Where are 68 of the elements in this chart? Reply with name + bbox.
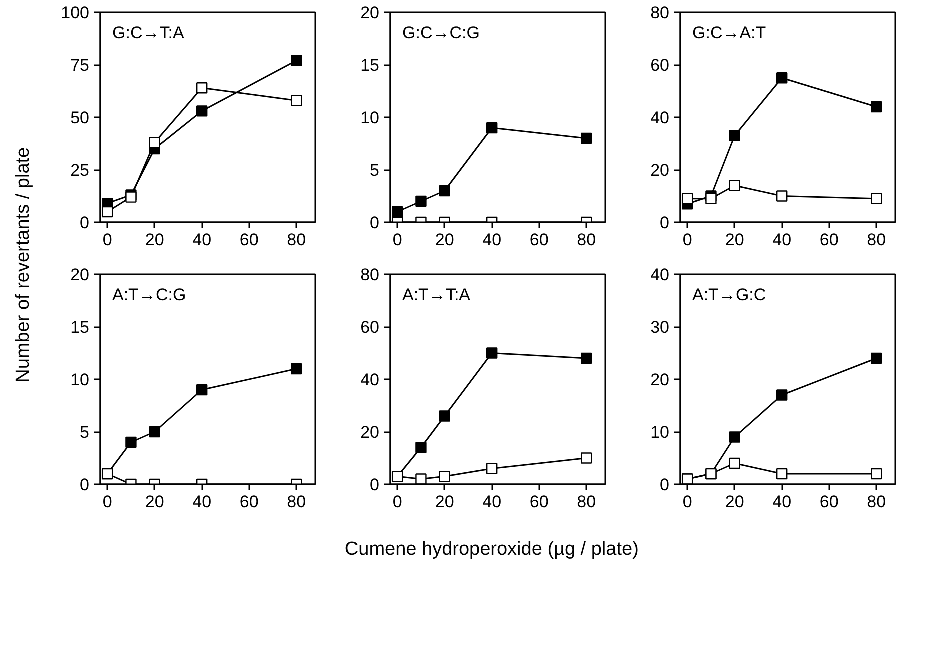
x-tick-label: 20 [435,230,454,250]
text: A:T→G:C [692,286,766,304]
x-tick-label: 80 [577,230,596,250]
x-tick-label: 0 [392,230,402,250]
x-tick-label: 0 [392,492,402,512]
y-tick-label: 100 [61,4,90,22]
y-tick-label: 0 [80,214,90,232]
x-tick-label: 60 [820,230,839,250]
y-tick-label: 60 [650,56,670,75]
y-tick-label: 10 [360,108,380,128]
x-tick-label: 60 [530,230,549,250]
y-tick-label: 75 [70,56,90,75]
y-tick-label: 40 [650,108,670,128]
x-tick-label: 0 [682,230,692,250]
y-tick-label: 15 [70,318,90,337]
y-tick-label: 20 [650,161,670,180]
x-tick-label: 60 [240,230,259,250]
x-tick-label: 0 [102,492,112,512]
text: G:C→T:A [112,24,185,42]
x-tick-label: 40 [772,230,792,250]
y-tick-label: 40 [360,370,380,390]
y-tick-label: 0 [370,476,380,494]
y-tick-label: 0 [660,476,670,494]
x-tick-label: 0 [102,230,112,250]
y-tick-label: 10 [70,370,90,390]
y-tick-label: 80 [650,4,670,22]
x-tick-label: 40 [192,492,212,512]
y-tick-label: 0 [660,214,670,232]
y-tick-label: 10 [650,423,670,442]
x-axis-title: Cumene hydroperoxide (µg / plate) [344,539,639,560]
y-tick-label: 20 [650,370,670,390]
y-tick-label: 0 [80,476,90,494]
y-tick-label: 0 [370,214,380,232]
x-tick-label: 40 [482,492,502,512]
text: A:T→T:A [402,286,472,304]
x-tick-label: 80 [577,492,596,512]
x-tick-label: 80 [867,230,886,250]
text: G:C→C:G [402,24,480,42]
x-tick-label: 80 [287,230,306,250]
x-tick-label: 20 [725,230,744,250]
y-tick-label: 60 [360,318,380,337]
x-tick-label: 60 [530,492,549,512]
x-tick-label: 60 [240,492,259,512]
text: A:T→C:G [112,286,186,304]
y-tick-label: 20 [360,4,380,22]
y-tick-label: 25 [70,161,90,180]
x-tick-label: 80 [867,492,886,512]
x-tick-label: 40 [482,230,502,250]
x-tick-label: 40 [772,492,792,512]
y-tick-label: 50 [70,108,90,128]
x-tick-label: 40 [192,230,212,250]
y-tick-label: 5 [370,161,380,180]
y-tick-label: 20 [70,266,90,284]
y-tick-label: 80 [360,266,380,284]
y-tick-label: 20 [360,423,380,442]
y-tick-label: 15 [360,56,380,75]
x-tick-label: 20 [435,492,454,512]
y-axis-title: Number of revertants / plate [13,147,34,383]
x-tick-label: 20 [145,230,164,250]
x-tick-label: 60 [820,492,839,512]
y-tick-label: 30 [650,318,670,337]
x-tick-label: 0 [682,492,692,512]
x-tick-label: 20 [725,492,744,512]
y-tick-label: 5 [80,423,90,442]
y-tick-label: 40 [650,266,670,284]
x-tick-label: 20 [145,492,164,512]
x-tick-label: 80 [287,492,306,512]
text: G:C→A:T [692,24,766,42]
